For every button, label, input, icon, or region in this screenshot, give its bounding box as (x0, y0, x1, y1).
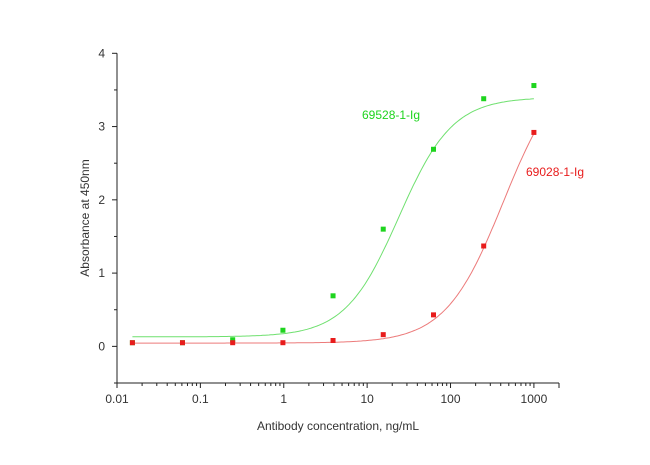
data-point-69028-1-Ig (481, 243, 487, 249)
series-label-69028: 69028-1-Ig (526, 165, 584, 179)
x-tick-label: 10 (360, 392, 374, 406)
data-point-69528-1-Ig (431, 146, 437, 152)
series-label-69528: 69528-1-Ig (362, 108, 420, 122)
data-point-69028-1-Ig (179, 340, 185, 346)
data-point-69528-1-Ig (230, 337, 236, 343)
y-axis-label: Absorbance at 450nm (78, 159, 92, 276)
fit-curve-69028-1-Ig (132, 133, 535, 344)
data-point-69028-1-Ig (531, 129, 537, 135)
data-point-69028-1-Ig (380, 332, 386, 338)
x-tick-label: 0.01 (105, 392, 129, 406)
y-tick-label: 0 (98, 339, 105, 353)
x-axis-label: Antibody concentration, ng/mL (257, 419, 419, 433)
fit-curve-69528-1-Ig (132, 98, 534, 338)
x-tick-label: 1000 (521, 392, 548, 406)
data-point-69028-1-Ig (330, 338, 336, 344)
x-tick-label: 1 (280, 392, 287, 406)
x-tick-label: 0.1 (192, 392, 209, 406)
data-point-69528-1-Ig (531, 83, 537, 89)
data-point-69028-1-Ig (129, 340, 135, 346)
data-point-69028-1-Ig (431, 312, 437, 318)
x-tick-label: 100 (441, 392, 461, 406)
data-point-69028-1-Ig (280, 340, 286, 346)
y-tick-label: 4 (98, 46, 105, 60)
data-point-69528-1-Ig (330, 293, 336, 299)
y-tick-label: 2 (98, 193, 105, 207)
y-tick-label: 3 (98, 120, 105, 134)
data-point-69528-1-Ig (280, 327, 286, 333)
data-point-69528-1-Ig (481, 96, 487, 102)
y-tick-label: 1 (98, 266, 105, 280)
data-point-69028-1-Ig (230, 340, 236, 346)
data-point-69528-1-Ig (380, 226, 386, 232)
